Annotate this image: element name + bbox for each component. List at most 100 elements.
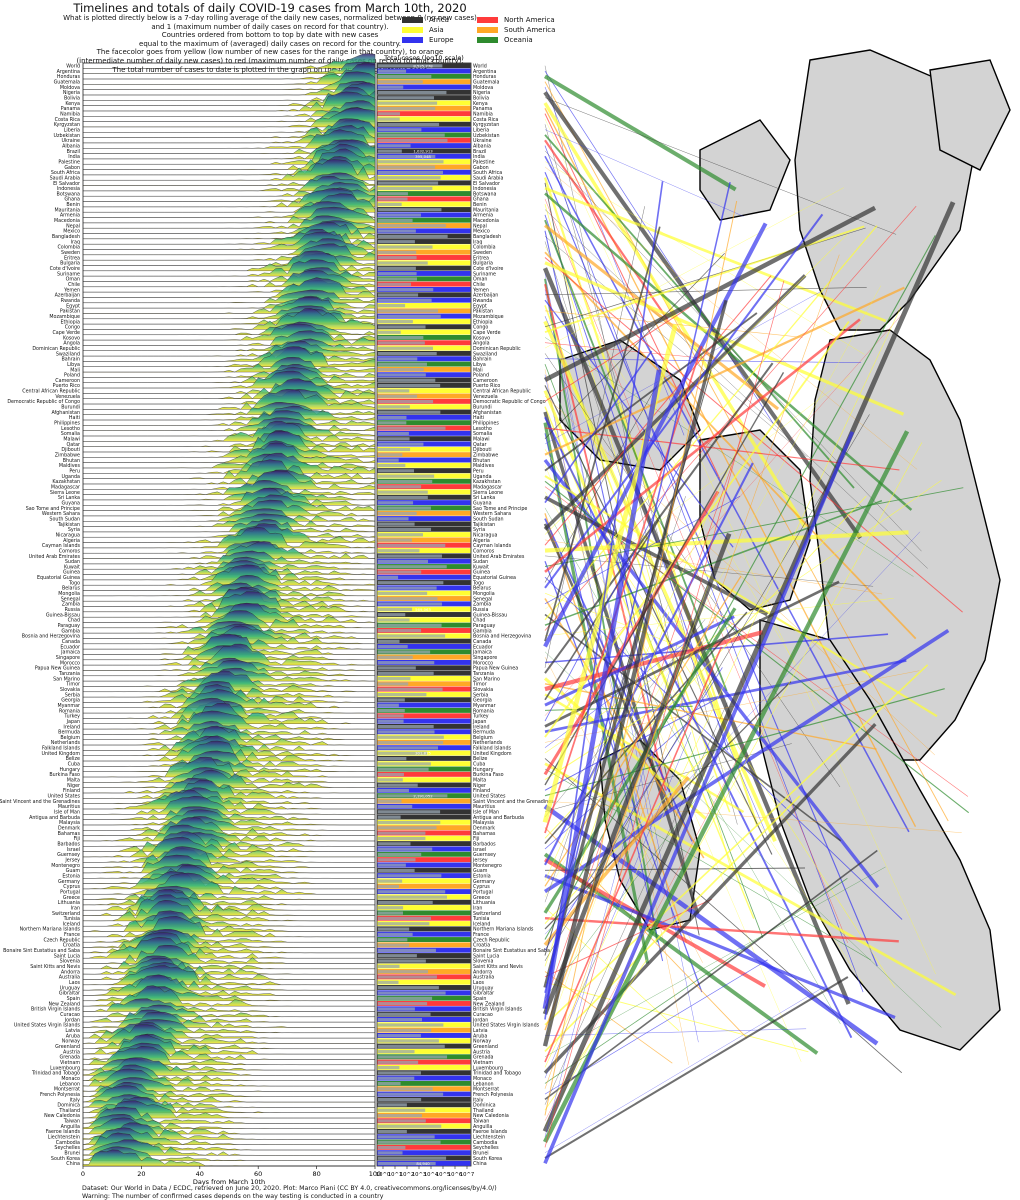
country-ridge (82, 494, 376, 511)
country-label: Nepal (66, 223, 80, 229)
continent-bar (377, 979, 471, 985)
country-ridge (82, 459, 376, 479)
country-label: Zambia (62, 602, 80, 608)
country-label: Ghana (64, 197, 80, 203)
continent-bar (377, 366, 471, 372)
connector-line (544, 206, 645, 668)
country-label-right: Peru (473, 468, 484, 474)
connector-line (542, 201, 956, 1133)
country-label: New Caledonia (44, 1113, 80, 1119)
continent-bar (377, 228, 471, 234)
continent-bar (377, 201, 471, 207)
country-label-right: Guernsey (473, 852, 496, 858)
continent-bar (377, 963, 471, 969)
country-label: Laos (69, 980, 81, 986)
country-label: Paraguay (58, 623, 81, 629)
country-label: Seychelles (54, 1145, 80, 1151)
country-label: Chad (68, 618, 80, 624)
country-label: Algeria (63, 538, 80, 544)
continent-bar (377, 430, 471, 436)
country-label-right: Kazakhstan (473, 479, 501, 485)
total-cases-bar (378, 218, 413, 222)
continent-bar (377, 84, 471, 90)
country-label: Egypt (66, 303, 80, 309)
total-cases-bar (378, 527, 432, 532)
country-ridge (82, 689, 376, 708)
country-label: Cuba (68, 762, 80, 768)
country-ridge (82, 1085, 376, 1103)
country-label-right: Uruguay (473, 985, 494, 991)
country-label-right: Burkina Faso (473, 772, 504, 778)
country-label: Malaysia (59, 820, 80, 826)
country-label-right: Nepal (473, 223, 487, 229)
country-label: Romania (59, 708, 80, 714)
country-label-right: Austria (473, 1049, 490, 1055)
total-cases-bar (378, 431, 409, 436)
continent-bar (377, 718, 471, 724)
connector-line (544, 981, 809, 1053)
country-label: Sri Lanka (58, 495, 80, 501)
total-cases-bar (378, 138, 448, 143)
country-label: Eritrea (64, 255, 80, 261)
total-cases-bar (378, 1012, 431, 1016)
country-label: Timor (65, 682, 80, 688)
country-label: Austria (63, 1049, 80, 1055)
country-label-right: Zambia (473, 602, 491, 608)
country-label: Western Sahara (42, 511, 80, 517)
country-label-right: Afghanistan (473, 410, 502, 416)
total-cases-bar (378, 874, 442, 878)
country-label: Singapore (56, 655, 80, 661)
country-label: Slovenia (60, 959, 80, 965)
country-label-right: Sierra Leone (473, 490, 503, 496)
country-label-right: Falkland Islands (473, 746, 512, 752)
total-cases-bar (378, 970, 428, 974)
log-tick-label: 10^7 (460, 1172, 475, 1178)
country-label: Saudi Arabia (50, 175, 80, 181)
total-cases-bar (378, 415, 407, 420)
x-tick-label: 100 (369, 1170, 381, 1178)
country-label: Italy (70, 1097, 81, 1103)
country-label: Malta (67, 778, 80, 784)
country-label: Togo (68, 580, 80, 586)
log-tick-label: 10^3 (412, 1172, 427, 1178)
country-label: Netherlands (51, 740, 81, 746)
continent-bar (377, 574, 471, 580)
country-label-right: Andorra (473, 969, 492, 975)
total-cases-bar (378, 666, 416, 670)
country-label: Rwanda (61, 298, 80, 304)
country-label: Australia (59, 975, 80, 981)
country-ridge (82, 188, 376, 208)
country-label-right: Saudi Arabia (473, 175, 503, 181)
total-cases-bar (378, 245, 433, 249)
country-ridge (82, 777, 376, 794)
country-label-right: Libya (473, 362, 486, 368)
country-label: Mauritius (58, 804, 81, 810)
total-cases-bar (378, 714, 404, 718)
country-ridge (82, 740, 376, 762)
country-label-right: Montserrat (473, 1087, 499, 1093)
total-cases-bar (378, 394, 418, 398)
total-cases-bar (378, 272, 417, 276)
total-cases-bar (378, 1087, 433, 1091)
country-ridge (82, 1046, 376, 1065)
total-cases-bar (378, 746, 439, 750)
total-cases-bar (378, 613, 406, 617)
total-cases-bar (378, 320, 413, 324)
total-value-label: 301,815 (415, 751, 431, 756)
country-label: Equatorial Guinea (37, 575, 80, 581)
continent-bar (377, 569, 471, 575)
country-label: Brunei (64, 1151, 80, 1157)
country-label-right: Uzbekistan (473, 133, 500, 139)
country-label: Mali (70, 367, 80, 373)
continent-bar (377, 521, 471, 527)
country-ridge (82, 750, 376, 767)
continent-bar (377, 281, 471, 287)
continent-bar (377, 628, 471, 633)
total-cases-bar (378, 1124, 442, 1128)
country-label-right: Bolivia (473, 95, 489, 101)
country-ridge (82, 215, 376, 229)
country-label: Kosovo (63, 335, 80, 341)
country-label-right: United States Virgin Islands (473, 1023, 540, 1029)
connector-line (544, 688, 945, 797)
total-cases-bar (378, 602, 442, 606)
